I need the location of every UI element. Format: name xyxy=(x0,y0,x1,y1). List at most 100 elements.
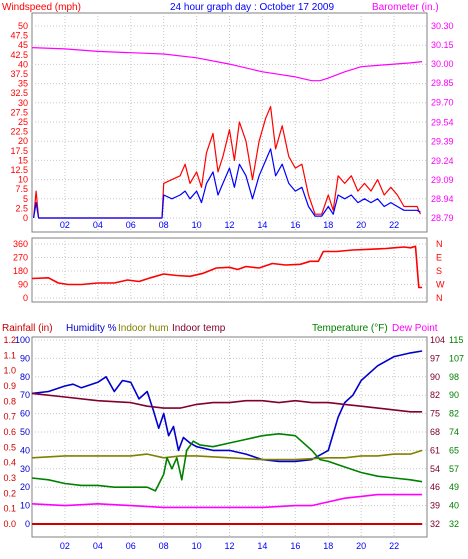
wind-y-tick-label: 35 xyxy=(18,79,28,89)
humidity-y-tick-label: 70 xyxy=(20,390,30,400)
wind-y-tick-label: 22.5 xyxy=(10,127,28,137)
chart-title: 24 hour graph day : October 17 2009 xyxy=(170,2,334,13)
indoor-temp-y-tick-label: 39 xyxy=(430,501,440,511)
temperature-y-tick-label: 115 xyxy=(449,335,463,345)
series-line-dew_point xyxy=(31,493,423,509)
wind-x-tick-label: 20 xyxy=(356,220,366,230)
wind-y-tick-label: 40 xyxy=(18,59,28,69)
rain-y-tick-label: 1.1 xyxy=(3,350,16,360)
barometer-y-tick-label: 29.39 xyxy=(431,137,454,147)
barometer-y-tick-label: 29.09 xyxy=(431,175,454,185)
humidity-y-tick-label: 10 xyxy=(20,501,30,511)
wind-y-tick-label: 10 xyxy=(18,175,28,185)
barometer-y-tick-label: 28.94 xyxy=(431,194,454,204)
barometer-y-tick-label: 29.54 xyxy=(431,118,454,128)
indoor-temp-y-tick-label: 75 xyxy=(430,409,440,419)
temperature-axis-label: Temperature (°F) xyxy=(312,323,388,334)
wind-y-tick-label: 5 xyxy=(23,194,28,204)
indoor-temp-y-tick-label: 104 xyxy=(430,335,445,345)
humidity-y-tick-label: 60 xyxy=(20,409,30,419)
barometer-y-tick-label: 29.70 xyxy=(431,97,454,107)
temperature-y-tick-label: 98 xyxy=(449,372,459,382)
indoor-temp-y-tick-label: 97 xyxy=(430,353,440,363)
barometer-y-tick-label: 30.30 xyxy=(431,21,454,31)
wind-y-tick-label: 47.5 xyxy=(10,31,28,41)
rain-y-tick-label: 0.1 xyxy=(3,504,16,514)
indoor-temp-y-tick-label: 61 xyxy=(430,445,440,455)
wind-y-tick-label: 42.5 xyxy=(10,50,28,60)
windspeed-axis-label: Windspeed (mph) xyxy=(2,2,81,13)
rain-y-tick-label: 0.7 xyxy=(3,412,16,422)
rain-y-tick-label: 1.0 xyxy=(3,366,16,376)
climate-x-tick-label: 02 xyxy=(60,541,70,551)
temperature-y-tick-label: 90 xyxy=(449,390,459,400)
rain-y-tick-label: 0.8 xyxy=(3,396,16,406)
climate-x-tick-label: 12 xyxy=(224,541,234,551)
wind-x-tick-label: 10 xyxy=(192,220,202,230)
humidity-y-tick-label: 0 xyxy=(25,519,30,529)
indoor-temp-y-tick-label: 32 xyxy=(430,519,440,529)
climate-x-tick-label: 06 xyxy=(126,541,136,551)
barometer-y-tick-label: 29.85 xyxy=(431,78,454,88)
climate-x-tick-label: 14 xyxy=(257,541,267,551)
temperature-y-tick-label: 32 xyxy=(449,519,459,529)
series-line-humidity xyxy=(31,350,423,463)
humidity-y-tick-label: 80 xyxy=(20,372,30,382)
rain-y-tick-label: 0.4 xyxy=(3,458,16,468)
climate-x-tick-label: 22 xyxy=(389,541,399,551)
climate-x-tick-label: 20 xyxy=(356,541,366,551)
humidity-axis-label: Humidity % xyxy=(66,323,117,334)
direction-y-tick-label: 0 xyxy=(23,293,28,303)
barometer-y-tick-label: 30.00 xyxy=(431,59,454,69)
indoor-temp-y-tick-label: 82 xyxy=(430,390,440,400)
direction-compass-label: S xyxy=(436,266,442,276)
wind-y-tick-label: 37.5 xyxy=(10,69,28,79)
series-line-barometer xyxy=(31,47,423,82)
series-line-direction xyxy=(31,245,423,289)
rain-y-tick-label: 0.5 xyxy=(3,442,16,452)
series-line-indoor_hum xyxy=(31,449,423,461)
rainfall-axis-label: Rainfall (in) xyxy=(2,323,53,334)
wind-x-tick-label: 22 xyxy=(389,220,399,230)
direction-y-tick-label: 180 xyxy=(13,266,28,276)
climate-x-tick-label: 16 xyxy=(290,541,300,551)
humidity-y-tick-label: 50 xyxy=(20,427,30,437)
rain-y-tick-label: 0.6 xyxy=(3,427,16,437)
humidity-y-tick-label: 30 xyxy=(20,464,30,474)
humidity-y-tick-label: 40 xyxy=(20,445,30,455)
wind-y-tick-label: 30 xyxy=(18,98,28,108)
climate-x-tick-label: 10 xyxy=(192,541,202,551)
indoor-temp-y-tick-label: 90 xyxy=(430,372,440,382)
wind-y-tick-label: 50 xyxy=(18,21,28,31)
temperature-y-tick-label: 40 xyxy=(449,501,459,511)
wind-x-tick-label: 14 xyxy=(257,220,267,230)
rain-y-tick-label: 0.0 xyxy=(3,519,16,529)
temperature-y-tick-label: 82 xyxy=(449,409,459,419)
series-line-avg xyxy=(33,148,421,219)
series-line-gust xyxy=(33,106,421,219)
climate-x-tick-label: 08 xyxy=(159,541,169,551)
indoor-temp-y-tick-label: 54 xyxy=(430,464,440,474)
rain-y-tick-label: 1.2 xyxy=(3,335,16,345)
humidity-y-tick-label: 20 xyxy=(20,482,30,492)
wind-y-tick-label: 7.5 xyxy=(15,184,28,194)
dew-point-axis-label: Dew Point xyxy=(392,323,438,334)
indoor-hum-axis-label: Indoor hum xyxy=(118,323,169,334)
wind-x-tick-label: 06 xyxy=(126,220,136,230)
chart-marks: 02.557.51012.51517.52022.52527.53032.535… xyxy=(3,13,464,551)
direction-compass-label: E xyxy=(436,253,442,263)
climate-x-tick-label: 18 xyxy=(323,541,333,551)
wind-x-tick-label: 12 xyxy=(224,220,234,230)
direction-y-tick-label: 270 xyxy=(13,253,28,263)
direction-y-tick-label: 360 xyxy=(13,239,28,249)
wind-x-tick-label: 02 xyxy=(60,220,70,230)
wind-y-tick-label: 0 xyxy=(23,213,28,223)
wind-x-tick-label: 04 xyxy=(93,220,103,230)
barometer-y-tick-label: 29.24 xyxy=(431,156,454,166)
wind-y-tick-label: 25 xyxy=(18,117,28,127)
wind-y-tick-label: 17.5 xyxy=(10,146,28,156)
barometer-axis-label: Barometer (in.) xyxy=(372,2,439,13)
wind-y-tick-label: 15 xyxy=(18,155,28,165)
